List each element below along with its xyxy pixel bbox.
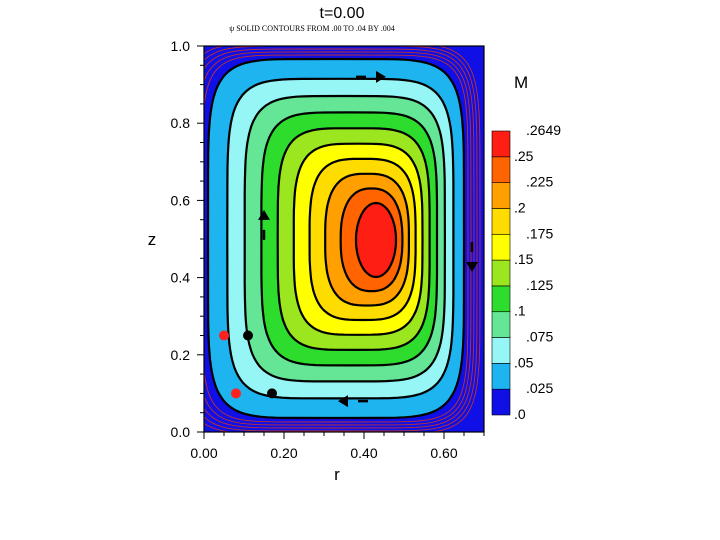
colorbar-label: .2649 [526,122,561,138]
colorbar-label: .075 [526,329,553,345]
outer-contour-4 [204,46,478,432]
arrow-head [258,209,270,220]
outer-contour-2 [204,51,472,426]
particle-marker-2 [231,388,241,399]
y-axis: 0.0 0.2 0.4 0.6 0.8 1.0 [171,38,204,440]
colorbar-label: .05 [514,354,534,370]
flow-arrow-right [356,70,386,83]
colorbar-label: .0 [514,406,526,422]
colorbar-label: .125 [526,277,553,293]
x-axis: 0.00 0.20 0.40 0.60 [190,432,485,461]
colorbar-boxes [491,130,511,416]
x-tick-label: 0.20 [270,445,297,461]
colorbar-box-9 [491,156,511,183]
y-axis-label: z [148,230,157,249]
arrow-head [338,395,348,408]
y-tick-label: 1.0 [171,38,191,54]
particle-marker-4 [267,388,277,399]
particle-marker-1 [219,330,229,341]
colorbar-label: .225 [526,174,553,190]
arrow-head [466,262,478,273]
chart-subtitle: ψ SOLID CONTOURS FROM .00 TO .04 BY .004 [229,24,394,33]
y-tick-label: 0.2 [171,347,191,363]
y-tick-label: 0.4 [171,270,191,286]
psi-contour-4 [260,111,439,367]
psi-contour-10 [354,201,398,279]
colorbar-box-1 [491,363,511,390]
x-tick-label: 0.60 [430,445,457,461]
y-tick-label: 0.8 [171,115,191,131]
colorbar-labels: .0.025 .05 .075.1.125 .15 .175.2.225 .25 .2649 [514,122,561,422]
colorbar-box-5 [491,259,511,287]
colorbar-box-0 [491,388,511,416]
particle-marker-3 [243,330,253,341]
x-tick-label: 0.40 [350,445,377,461]
colorbar-label: .25 [514,148,534,164]
particle-markers [219,330,277,399]
outer-contour-5 [204,46,481,432]
plot-area [204,46,484,432]
psi-contour-3 [243,94,447,383]
arrow-head [376,70,386,83]
colorbar-box-10 [491,130,511,158]
colorbar-title: M [514,73,528,92]
chart-title: t=0.00 [320,5,365,22]
psi-contour-7 [308,157,417,322]
colorbar-box-3 [491,311,511,338]
flow-arrow-down [466,242,478,273]
colorbar-box-4 [491,285,511,313]
outer-contour-3 [204,48,475,429]
colorbar-box-8 [491,182,511,209]
colorbar-label: .15 [514,251,534,267]
flow-arrows [258,70,478,408]
psi-contour-5 [276,127,431,352]
psi-contour-9 [339,187,404,293]
psi-contour-6 [292,142,424,336]
colorbar-label: .2 [514,199,526,215]
psi-contour-1 [206,57,466,420]
flow-arrow-left [338,395,368,408]
colorbar-label: .1 [514,303,526,319]
colorbar-box-7 [491,208,511,235]
filled-contours [204,46,484,432]
psi-contour-2 [226,77,455,400]
colorbar-label: .025 [526,380,553,396]
inner-psi-contours [206,57,466,420]
outer-contour-1 [204,54,469,423]
colorbar-label: .175 [526,225,553,241]
y-tick-label: 0.0 [171,424,191,440]
outer-psi-contours [204,46,481,432]
flow-arrow-up [258,209,270,240]
y-tick-label: 0.6 [171,192,191,208]
contour-band-10 [356,203,396,277]
colorbar-box-2 [491,337,511,364]
x-tick-label: 0.00 [190,445,217,461]
x-axis-label: r [334,465,340,484]
psi-contour-8 [324,172,410,307]
colorbar-box-6 [491,233,511,261]
colorbar: M .0.025 .05 .075.1.125 .15 .175.2.225 .25 .26… [491,73,561,422]
